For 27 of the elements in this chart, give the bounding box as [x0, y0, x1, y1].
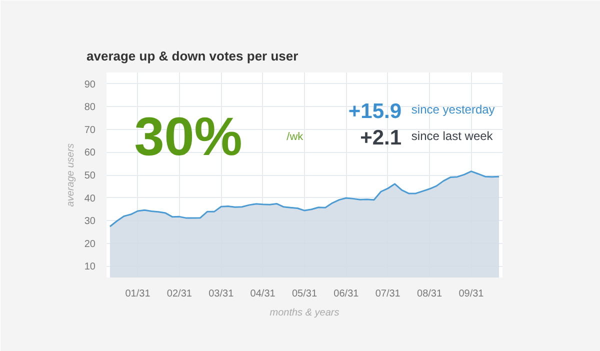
y-tick-label: 60 [84, 148, 96, 159]
x-tick-label: 01/31 [125, 288, 151, 300]
annotation: /wk [286, 131, 304, 144]
y-tick-label: 50 [84, 170, 96, 182]
x-tick-label: 04/31 [250, 288, 276, 300]
x-tick-label: 08/31 [417, 288, 443, 300]
x-tick-label: 02/31 [166, 288, 192, 300]
annotation: since last week [411, 129, 494, 144]
annotation: since yesterday [411, 102, 495, 116]
y-tick-label: 40 [84, 193, 96, 204]
x-tick-label: 03/31 [208, 288, 234, 300]
chart-title: average up & down votes per user [86, 48, 298, 64]
y-axis-title: average users [65, 143, 76, 207]
x-tick-label: 09/31 [458, 288, 484, 300]
y-tick-label: 70 [84, 124, 96, 136]
annotation: +2.1 [360, 126, 402, 150]
y-tick-label: 10 [84, 262, 96, 273]
y-tick-label: 30 [84, 216, 96, 228]
annotation: 30% [134, 107, 242, 168]
x-axis-title: months & years [270, 308, 340, 318]
x-tick-label: 05/31 [292, 288, 318, 300]
y-tick-label: 90 [84, 79, 96, 90]
annotation: +15.9 [348, 100, 402, 123]
y-tick-label: 80 [84, 102, 96, 114]
x-tick-label: 07/31 [375, 288, 401, 300]
x-tick-label: 06/31 [334, 288, 360, 300]
y-tick-label: 20 [84, 238, 96, 250]
